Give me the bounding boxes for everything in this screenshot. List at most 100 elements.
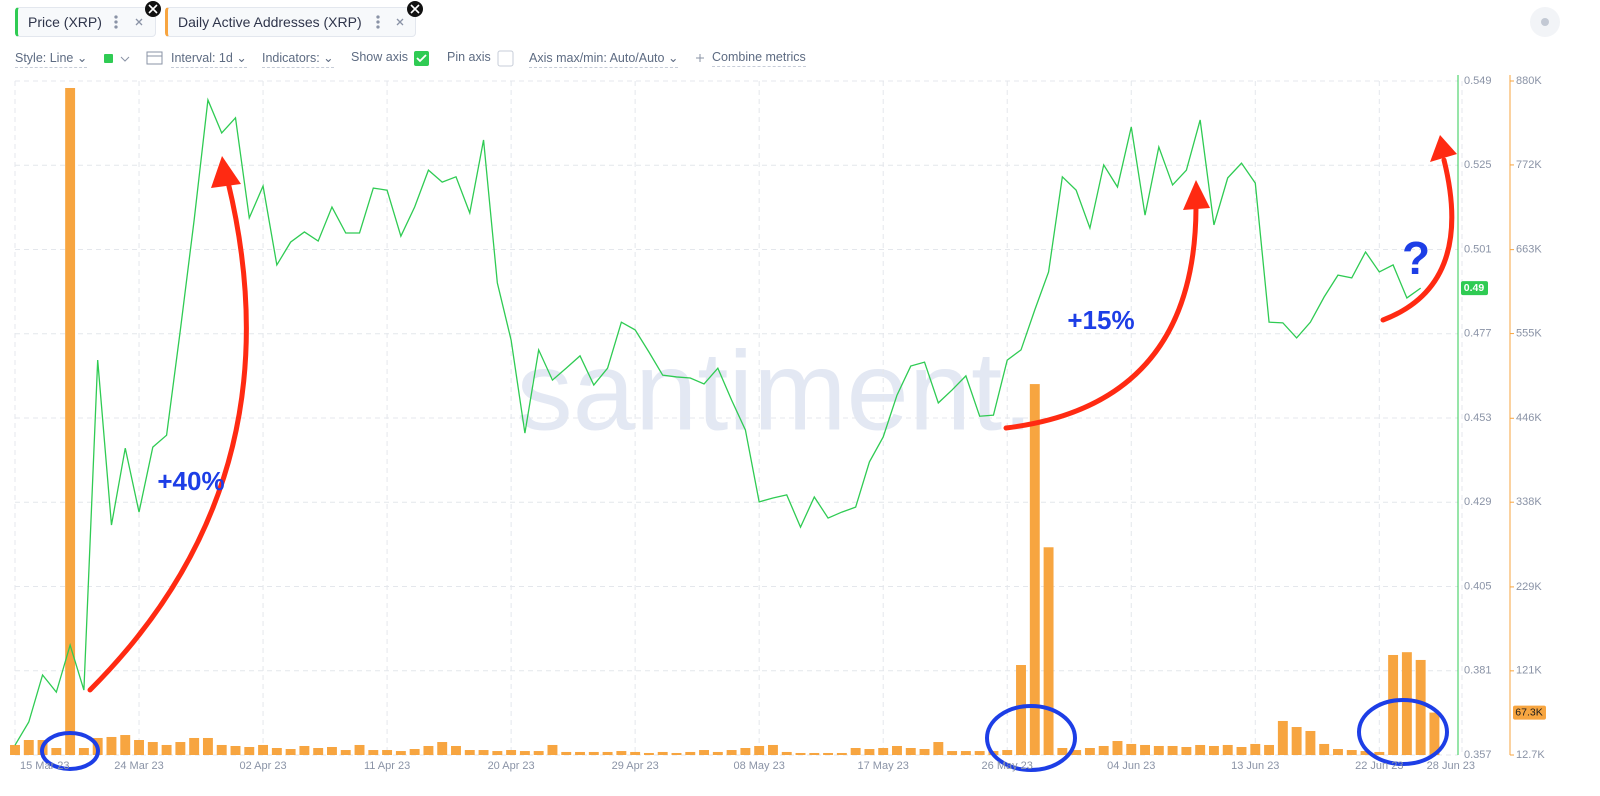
y2-tick-label: 229K (1516, 581, 1542, 593)
y2-tick-label: 880K (1516, 75, 1542, 87)
interval-select[interactable]: Interval: 1d ⌄ (171, 50, 247, 68)
bar (395, 751, 406, 755)
bar (1305, 730, 1316, 755)
style-select[interactable]: Style: Line ⌄ (15, 50, 88, 68)
y-tick-label: 0.429 (1464, 496, 1492, 508)
bar (616, 751, 627, 755)
bar (1140, 744, 1150, 755)
bar (947, 751, 958, 755)
y-tick-label: 0.477 (1464, 328, 1492, 340)
bar (1360, 751, 1371, 755)
combine-metrics[interactable]: Combine metrics (712, 50, 806, 67)
bar (767, 744, 778, 755)
x-tick-label: 08 May 23 (733, 760, 784, 772)
bar (1098, 745, 1109, 755)
label: Axis max/min: Auto/Auto (529, 51, 665, 65)
bar (823, 752, 834, 755)
bar (10, 744, 20, 755)
tab[interactable]: Daily Active Addresses (XRP) (165, 7, 416, 37)
bar (547, 744, 558, 755)
bar (671, 752, 682, 755)
bar (161, 744, 172, 755)
label: Pin axis (447, 50, 491, 64)
bar (850, 748, 861, 755)
bar (974, 751, 985, 755)
bar (175, 742, 186, 755)
bar (1181, 746, 1192, 755)
x-tick-label: 20 Apr 23 (488, 760, 535, 772)
indicators-select[interactable]: Indicators: ⌄ (262, 50, 334, 68)
bar (1401, 652, 1412, 755)
bar (1167, 745, 1178, 755)
price-line (14, 97, 1422, 746)
bar (1071, 750, 1082, 755)
bar (299, 745, 310, 755)
x-tick-label: 13 Jun 23 (1231, 760, 1279, 772)
arrow-heads (211, 135, 1457, 210)
bar (368, 750, 379, 755)
y-tick-label: 0.501 (1464, 243, 1492, 255)
bar (685, 751, 696, 755)
bar (147, 742, 158, 755)
pin-axis[interactable]: Pin axis (447, 50, 491, 66)
bar (120, 735, 131, 755)
show-axis[interactable]: Show axis (351, 50, 408, 66)
bar (1250, 743, 1261, 755)
y-tick-label: 0.549 (1464, 75, 1492, 87)
bar (354, 744, 365, 755)
bar (1346, 750, 1357, 755)
bar (1236, 746, 1247, 755)
current-value-tag (1513, 705, 1546, 720)
bar (1043, 547, 1054, 755)
y-tick-label: 0.405 (1464, 580, 1492, 592)
bar (202, 737, 213, 755)
bar (327, 746, 337, 755)
bar (244, 746, 255, 755)
annotation: ? (1402, 232, 1430, 284)
bar (285, 749, 296, 755)
y-tick-label: 0.453 (1464, 412, 1492, 424)
bar (451, 745, 461, 755)
bar (1429, 712, 1440, 755)
bar (575, 751, 585, 755)
y2-tick-label: 338K (1516, 496, 1542, 508)
bar (271, 748, 282, 755)
annotation: +40% (157, 466, 224, 496)
bar (78, 748, 89, 755)
bar (423, 745, 434, 755)
bar (602, 751, 613, 755)
highlight-circles (40, 698, 1449, 772)
bar (519, 751, 530, 755)
bar (892, 745, 902, 755)
bar (1084, 748, 1095, 755)
x-tick-label: 04 Jun 23 (1107, 760, 1155, 772)
bar (643, 752, 654, 755)
bar (905, 748, 916, 755)
close-buttons[interactable] (145, 1, 423, 17)
bar (864, 749, 875, 755)
bar (409, 749, 420, 755)
x-tick-label: 22 Jun 23 (1355, 760, 1403, 772)
current-value-label: 67.3K (1515, 706, 1542, 718)
axis-minmax[interactable]: Axis max/min: Auto/Auto ⌄ (529, 50, 679, 68)
bar (1264, 744, 1275, 755)
bar (1112, 741, 1123, 755)
current-value-tag (1461, 281, 1488, 296)
x-tick-label: 11 Apr 23 (364, 760, 410, 772)
tab[interactable]: Price (XRP) (15, 7, 156, 37)
bar (809, 752, 820, 755)
bar (712, 751, 723, 755)
bar (23, 740, 34, 755)
bar (878, 748, 889, 755)
bar (795, 752, 806, 755)
bar (382, 750, 393, 755)
label: Show axis (351, 50, 408, 64)
bar (437, 742, 448, 755)
bar (960, 751, 971, 755)
bar (919, 749, 930, 755)
bar (340, 750, 351, 755)
bar (1388, 654, 1399, 755)
x-tick-label: 28 Jun 23 (1427, 760, 1475, 772)
x-tick-label: 24 Mar 23 (114, 760, 164, 772)
